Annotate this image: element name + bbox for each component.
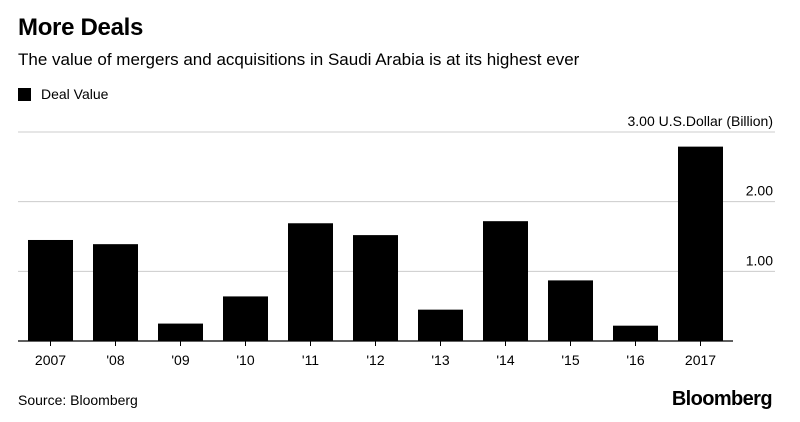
bar-0 [28, 239, 73, 341]
bloomberg-logo: Bloomberg [671, 388, 773, 410]
bar-9 [613, 325, 658, 341]
x-tick-label: '10 [236, 352, 254, 368]
x-tick-label: 2007 [35, 352, 66, 368]
bar-1 [93, 244, 138, 341]
x-tick-label: '11 [302, 352, 319, 368]
source-note: Source: Bloomberg [18, 392, 138, 408]
x-axis [18, 340, 733, 346]
chart-subtitle: The value of mergers and acquisitions in… [18, 50, 580, 69]
bar-7 [483, 221, 528, 341]
y-tick-labels: 1.00 2.00 3.00 U.S.Dollar (Billion) [628, 113, 774, 268]
bar-6 [418, 309, 463, 341]
x-tick-label: '15 [561, 352, 579, 368]
legend-swatch [18, 87, 31, 101]
x-tick-label: '12 [366, 352, 384, 368]
bars [28, 146, 723, 341]
x-tick-label: '16 [626, 352, 644, 368]
legend-label: Deal Value [41, 86, 109, 102]
chart-title: More Deals [18, 14, 144, 41]
bar-8 [548, 280, 593, 341]
bar-4 [288, 223, 333, 341]
x-tick-label: '09 [171, 352, 189, 368]
bar-3 [223, 296, 268, 341]
x-tick-label: '14 [496, 352, 514, 368]
y-tick-label: 1.00 [746, 252, 773, 268]
x-tick-label: 2017 [685, 352, 716, 368]
x-tick-label: '08 [106, 352, 124, 368]
x-tick-label: '13 [431, 352, 449, 368]
bar-10 [678, 146, 723, 341]
bar-2 [158, 323, 203, 341]
bar-5 [353, 235, 398, 341]
y-tick-label: 2.00 [746, 183, 773, 199]
legend: Deal Value [18, 86, 108, 102]
y-tick-label: 3.00 U.S.Dollar (Billion) [628, 113, 774, 129]
x-tick-labels: 2007 '08 '09 '10 '11 '12 '13 '14 '15 '16 2017 [35, 352, 716, 368]
